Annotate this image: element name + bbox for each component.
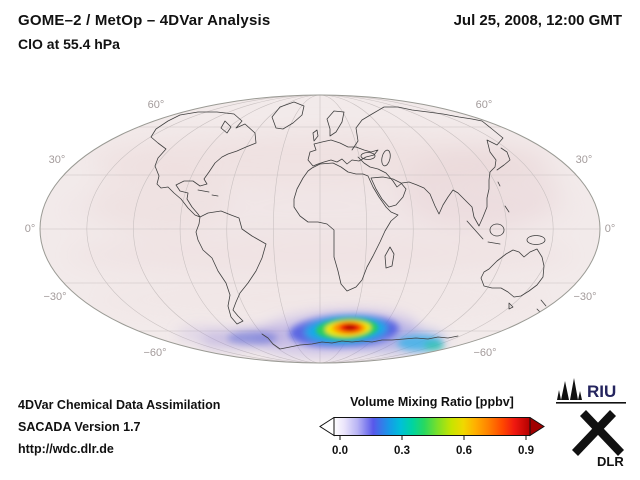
colorbar-tick-marks: [339, 435, 527, 440]
colorbar-title: Volume Mixing Ratio [ppbv]: [350, 395, 514, 409]
footer-version-label: SACADA Version 1.7: [18, 420, 141, 434]
riu-underline: [556, 402, 626, 404]
riu-logo-text: RIU: [587, 382, 616, 401]
lat-label-eq-right: 0°: [605, 223, 616, 235]
dlr-blade-icon: [572, 410, 616, 456]
dlr-blade2-icon: [580, 410, 624, 456]
colorbar-tick-1: 0.3: [394, 445, 410, 457]
continent-outlines: [150, 101, 547, 350]
lat-label-60s-left: −60°: [143, 347, 166, 359]
colorbar-tick-0: 0.0: [332, 445, 348, 457]
colorbar-left-arrow: [319, 417, 335, 437]
footer-url: http://wdc.dlr.de: [18, 442, 114, 456]
figure-title: GOME–2 / MetOp – 4DVar Analysis: [18, 12, 271, 29]
colorbar-right-arrow: [529, 417, 545, 437]
lat-label-eq-left: 0°: [25, 223, 36, 235]
lat-label-30s-right: −30°: [573, 291, 596, 303]
figure-datetime: Jul 25, 2008, 12:00 GMT: [453, 12, 622, 29]
figure-subtitle: ClO at 55.4 hPa: [18, 36, 120, 52]
dlr-logo-text: DLR: [597, 454, 624, 468]
colorbar-gradient: [333, 417, 531, 436]
lat-label-60n-right: 60°: [476, 99, 493, 111]
lat-label-30n-left: 30°: [49, 154, 66, 166]
colorbar-tick-2: 0.6: [456, 445, 472, 457]
clo-data-overlay: [40, 95, 600, 363]
colorbar: 0.0 0.3 0.6 0.9: [319, 417, 545, 457]
footer-assimilation-label: 4DVar Chemical Data Assimilation: [18, 398, 221, 412]
globe-outline: [39, 94, 601, 364]
riu-logo: RIU: [556, 378, 626, 404]
hotspot-core: [316, 318, 378, 340]
lat-label-30s-left: −30°: [43, 291, 66, 303]
lat-label-60n-left: 60°: [148, 99, 165, 111]
lat-label-30n-right: 30°: [576, 154, 593, 166]
hotspot: [176, 309, 446, 357]
dlr-logo: DLR: [572, 410, 624, 468]
colorbar-tick-3: 0.9: [518, 445, 534, 457]
riu-cathedral-icon: [557, 378, 582, 400]
lat-label-60s-right: −60°: [473, 347, 496, 359]
